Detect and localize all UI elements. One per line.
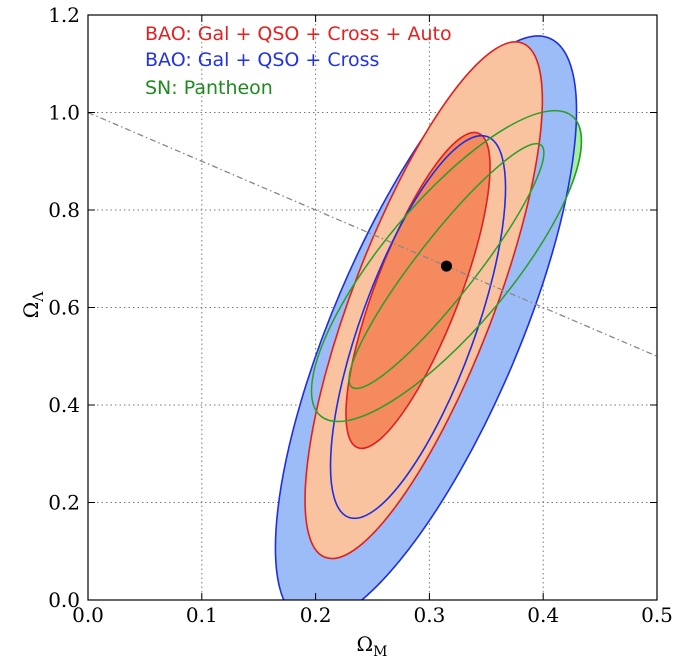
x-axis-label: ΩM <box>357 632 388 660</box>
axis-ticks: 0.0 0.1 0.2 0.3 0.4 0.5 0.0 0.2 0.4 0.6 0.8 1.0 1.2 <box>48 3 673 627</box>
y-tick-label: 0.6 <box>48 296 80 320</box>
x-tick-label: 0.3 <box>413 603 445 627</box>
legend: BAO: Gal + QSO + Cross + Auto BAO: Gal +… <box>145 23 452 99</box>
confidence-contours <box>274 35 583 600</box>
bao-cross-inner-contour <box>329 134 507 520</box>
legend-entry-sn-pantheon: SN: Pantheon <box>145 77 273 99</box>
y-tick-label: 0.8 <box>48 198 80 222</box>
sn-pantheon-outer-outline <box>310 109 583 423</box>
best-fit-point <box>440 260 452 272</box>
legend-entry-bao-auto: BAO: Gal + QSO + Cross + Auto <box>145 23 452 45</box>
y-axis-label: ΩΛ <box>19 291 47 319</box>
x-tick-label: 0.0 <box>72 603 104 627</box>
x-tick-label: 0.4 <box>527 603 559 627</box>
overlay-marks <box>88 111 657 357</box>
sn-pantheon-inner-outline <box>348 142 545 390</box>
y-tick-label: 0.0 <box>48 588 80 612</box>
x-tick-label: 0.1 <box>186 603 218 627</box>
x-tick-label: 0.2 <box>300 603 332 627</box>
y-tick-label: 1.2 <box>48 3 80 27</box>
flat-universe-line <box>88 111 657 357</box>
y-tick-label: 0.2 <box>48 491 80 515</box>
x-tick-label: 0.5 <box>641 603 673 627</box>
legend-entry-bao-cross: BAO: Gal + QSO + Cross <box>145 49 379 71</box>
y-tick-label: 0.4 <box>48 393 80 417</box>
y-tick-label: 1.0 <box>48 101 80 125</box>
